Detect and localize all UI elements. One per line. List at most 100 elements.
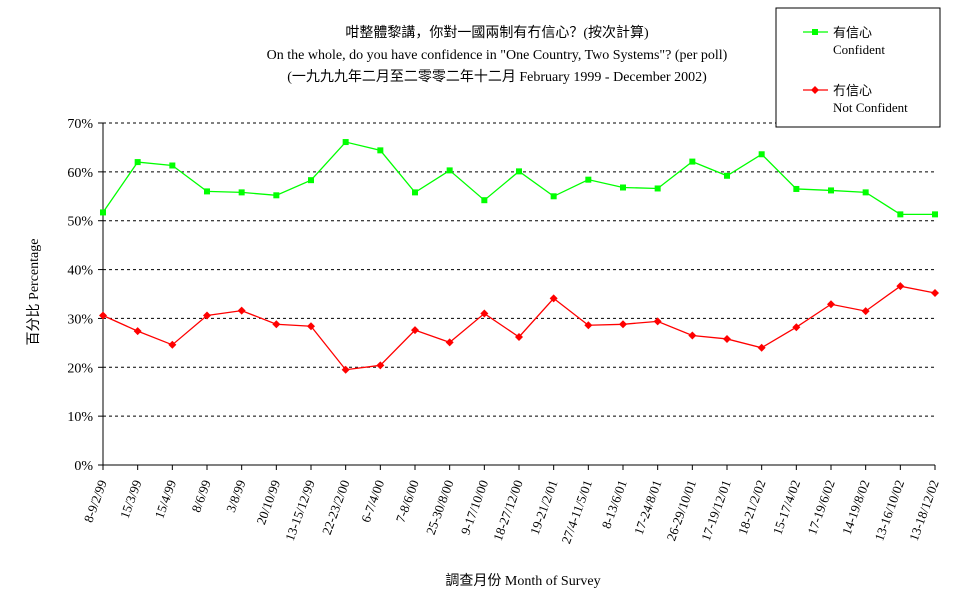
- data-point: [549, 294, 558, 303]
- data-point: [516, 168, 522, 175]
- data-point: [412, 189, 418, 196]
- data-point: [203, 311, 211, 320]
- series-line: [102, 141, 935, 216]
- data-point: [446, 167, 453, 174]
- x-tick-label: 26-29/10/01: [663, 478, 699, 543]
- data-point: [688, 331, 697, 340]
- x-tick-label: 13-16/10/02: [871, 478, 907, 543]
- legend-label-en: Not Confident: [833, 100, 908, 115]
- x-tick-label: 8/6/99: [188, 478, 213, 514]
- y-tick-label: 10%: [67, 410, 93, 425]
- x-tick-label: 27/4-11/5/01: [558, 478, 595, 546]
- data-point: [689, 158, 696, 165]
- legend-box: [775, 7, 941, 128]
- legend: 有信心 Confident 冇信心 Not Confident: [775, 7, 941, 128]
- legend-label-en: Confident: [833, 42, 885, 57]
- x-tick-label: 15-17/4/02: [770, 478, 804, 537]
- x-tick-label: 22-23/2/00: [319, 478, 353, 537]
- data-point: [515, 332, 523, 341]
- x-tick-labels: 8-9/2/99 15/3/99 15/4/99 8/6/99 3/8/99 20/10/…: [81, 478, 942, 546]
- data-point: [724, 172, 730, 179]
- x-tick-label: 18-27/12/00: [490, 478, 526, 543]
- data-point: [341, 365, 350, 374]
- legend-label: 有信心: [833, 25, 872, 40]
- data-point: [307, 322, 315, 331]
- data-point: [585, 176, 592, 183]
- y-tick-label: 30%: [67, 312, 93, 327]
- series: [99, 139, 939, 374]
- chart-title-line-2: On the whole, do you have confidence in …: [267, 48, 728, 63]
- y-tick-label: 60%: [67, 166, 93, 181]
- x-tick-label: 8-13/6/01: [598, 478, 629, 531]
- series-line: [102, 285, 936, 371]
- data-point: [377, 147, 384, 154]
- data-point: [758, 151, 765, 158]
- data-point: [99, 311, 107, 320]
- data-point: [861, 307, 870, 316]
- data-point: [653, 317, 662, 326]
- x-tick-label: 15/4/99: [151, 478, 179, 520]
- y-tick-label: 40%: [67, 264, 93, 279]
- legend-marker: [811, 86, 819, 94]
- x-tick-label: 18-21/2/02: [735, 478, 769, 537]
- x-tick-label: 7-8/6/00: [393, 478, 422, 525]
- x-tick-label: 6-7/4/00: [358, 478, 387, 525]
- data-point: [620, 184, 626, 191]
- x-tick-label: 20/10/99: [253, 478, 283, 527]
- data-point: [204, 188, 210, 195]
- legend-marker: [812, 29, 818, 35]
- data-point: [445, 338, 454, 347]
- series-confident: [100, 139, 938, 218]
- data-point: [169, 162, 176, 169]
- x-tick-label: 17-24/8/01: [631, 478, 665, 537]
- data-point: [168, 340, 177, 349]
- data-point: [793, 185, 800, 192]
- data-point: [757, 343, 766, 352]
- x-tick-label: 14-19/8/02: [839, 478, 873, 537]
- data-point: [654, 185, 661, 192]
- data-point: [376, 361, 385, 370]
- x-axis-title: 調查月份 Month of Survey: [445, 573, 600, 589]
- x-tick-label: 19-21/2/01: [527, 478, 561, 537]
- y-tick-label: 70%: [67, 117, 93, 132]
- data-point: [133, 327, 142, 336]
- data-point: [619, 320, 627, 329]
- chart-title-line-1: 咁整體黎講，你對一國兩制有冇信心？(按次計算): [345, 25, 649, 41]
- data-point: [342, 139, 349, 146]
- data-point: [792, 323, 801, 332]
- data-point: [134, 159, 141, 166]
- x-tick-label: 9-17/10/00: [458, 478, 492, 537]
- data-point: [827, 300, 835, 309]
- data-point: [931, 289, 939, 298]
- x-tick-label: 13-18/12/02: [906, 478, 942, 543]
- data-point: [584, 321, 593, 330]
- gridlines: [103, 122, 935, 417]
- data-point: [481, 197, 488, 204]
- axes: [98, 122, 936, 470]
- data-point: [897, 211, 904, 218]
- y-tick-label: 20%: [67, 361, 93, 376]
- data-point: [411, 326, 419, 335]
- y-tick-label: 0%: [74, 459, 93, 474]
- x-tick-label: 17-19/12/01: [698, 478, 734, 543]
- data-point: [237, 306, 246, 315]
- data-point: [896, 282, 905, 291]
- data-point: [828, 187, 834, 194]
- chart-title-line-3: (一九九九年二月至二零零二年十二月 February 1999 - Decemb…: [287, 69, 707, 85]
- data-point: [238, 189, 245, 196]
- x-tick-label: 3/8/99: [223, 478, 248, 514]
- y-tick-label: 50%: [67, 215, 93, 230]
- series-not-confident: [99, 282, 939, 374]
- data-point: [308, 177, 314, 184]
- x-tick-label: 13-15/12/99: [282, 478, 318, 543]
- data-point: [723, 334, 731, 343]
- data-point: [932, 211, 938, 218]
- x-tick-label: 25-30/8/00: [423, 478, 457, 537]
- y-tick-labels: 0% 10% 20% 30% 40% 50% 60% 70%: [67, 117, 93, 474]
- data-point: [272, 320, 281, 329]
- x-tick-label: 15/3/99: [117, 478, 145, 520]
- y-axis-title: 百分比 Percentage: [26, 239, 42, 346]
- x-tick-label: 8-9/2/99: [81, 478, 110, 525]
- data-point: [100, 209, 106, 216]
